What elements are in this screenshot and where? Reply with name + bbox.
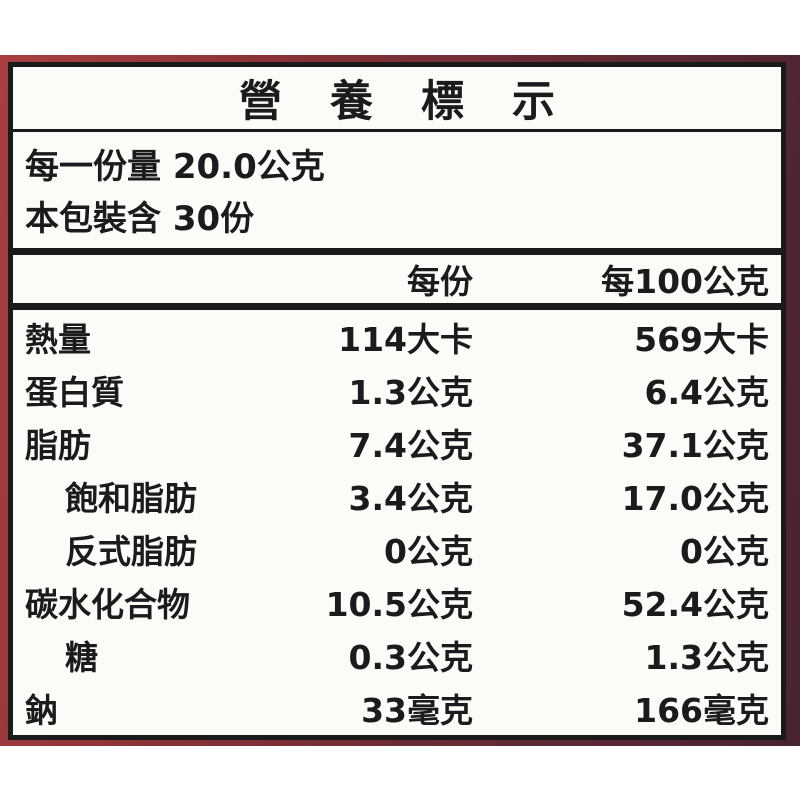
- divider-below-column-header: [13, 303, 781, 310]
- per-serving-value: 0公克: [384, 532, 473, 572]
- serving-info-section: 每一份量 20.0公克 本包裝含 30份: [13, 132, 781, 248]
- nutrition-rows: 熱量 114大卡 569大卡 蛋白質 1.3公克 6.4公克 脂肪 7.4公克 …: [13, 310, 781, 735]
- nutrition-label-title: 營養標示: [13, 67, 781, 132]
- servings-per-pack-line: 本包裝含 30份: [25, 199, 255, 239]
- per-100g-value: 1.3公克: [644, 638, 769, 678]
- nutrition-label-panel: 營養標示 每一份量 20.0公克 本包裝含 30份 每份 每100公克 熱量 1…: [8, 62, 786, 740]
- per-serving-value: 1.3公克: [348, 372, 473, 412]
- table-row: 碳水化合物 10.5公克 52.4公克: [13, 576, 781, 629]
- table-row: 鈉 33毫克 166毫克: [13, 682, 781, 735]
- per-100g-value: 569大卡: [634, 319, 769, 359]
- nutrient-label: 飽和脂肪: [65, 478, 197, 518]
- table-row: 熱量 114大卡 569大卡: [13, 310, 781, 363]
- nutrient-label: 脂肪: [25, 425, 91, 465]
- label-frame: 營養標示 每一份量 20.0公克 本包裝含 30份 每份 每100公克 熱量 1…: [0, 55, 800, 746]
- nutrient-label: 糖: [65, 638, 98, 678]
- table-row: 糖 0.3公克 1.3公克: [13, 629, 781, 682]
- table-row: 脂肪 7.4公克 37.1公克: [13, 416, 781, 469]
- table-row: 飽和脂肪 3.4公克 17.0公克: [13, 469, 781, 522]
- per-100g-value: 6.4公克: [644, 372, 769, 412]
- column-header-per-100g: 每100公克: [601, 262, 769, 301]
- per-100g-value: 0公克: [680, 532, 769, 572]
- per-serving-value: 114大卡: [338, 319, 473, 359]
- per-100g-value: 37.1公克: [621, 425, 769, 465]
- serving-size-line: 每一份量 20.0公克: [25, 147, 325, 187]
- per-serving-value: 33毫克: [361, 691, 473, 731]
- per-100g-value: 166毫克: [634, 691, 769, 731]
- nutrient-label: 碳水化合物: [25, 585, 190, 625]
- table-row: 反式脂肪 0公克 0公克: [13, 523, 781, 576]
- divider-above-column-header: [13, 248, 781, 255]
- table-column-header: 每份 每100公克: [13, 255, 781, 303]
- table-row: 蛋白質 1.3公克 6.4公克: [13, 363, 781, 416]
- per-serving-value: 7.4公克: [348, 425, 473, 465]
- nutrient-label: 蛋白質: [25, 372, 124, 412]
- per-100g-value: 52.4公克: [621, 585, 769, 625]
- per-serving-value: 10.5公克: [325, 585, 473, 625]
- nutrient-label: 反式脂肪: [65, 532, 197, 572]
- nutrient-label: 鈉: [25, 691, 58, 731]
- per-100g-value: 17.0公克: [621, 478, 769, 518]
- per-serving-value: 0.3公克: [348, 638, 473, 678]
- per-serving-value: 3.4公克: [348, 478, 473, 518]
- nutrient-label: 熱量: [25, 319, 91, 359]
- column-header-per-serving: 每份: [407, 262, 473, 301]
